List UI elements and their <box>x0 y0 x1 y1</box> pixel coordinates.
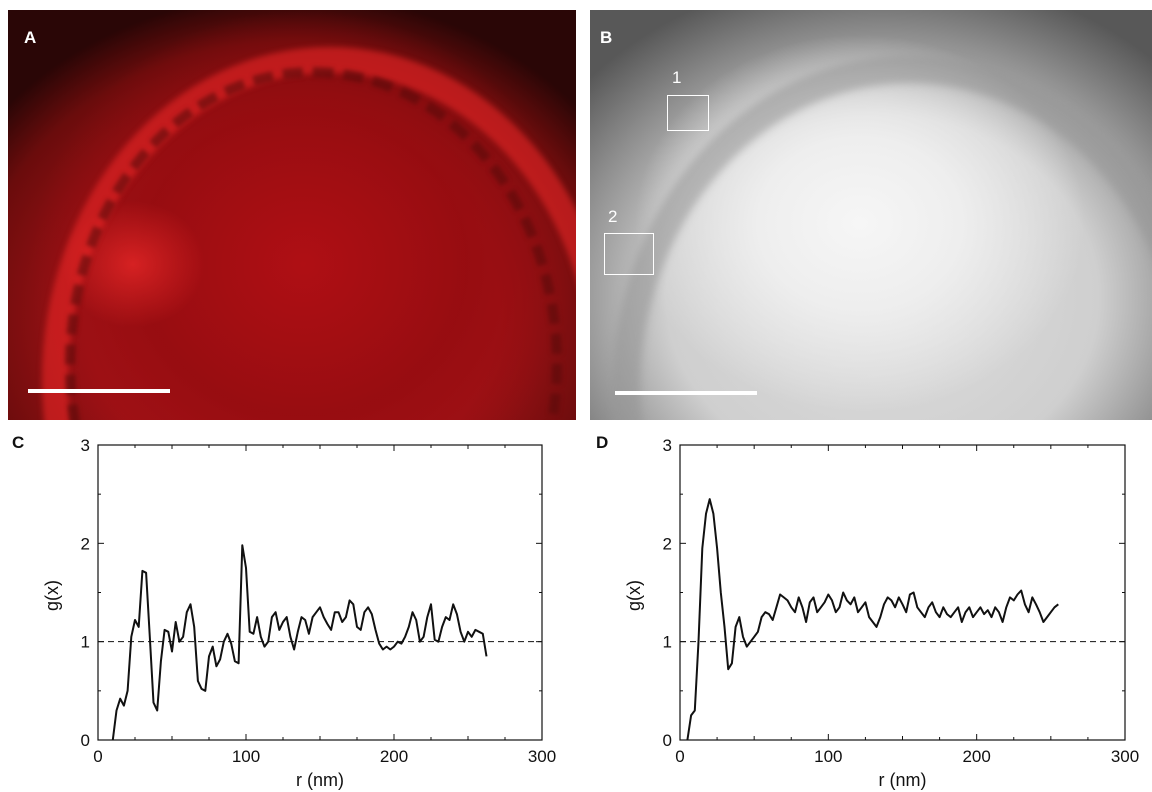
x-axis-label: r (nm) <box>296 770 344 790</box>
panel-label-d: D <box>596 433 609 452</box>
chart-d: 0 100 200 300 0 1 2 3 r (nm) g(x) <box>624 436 1139 790</box>
x-tick-label: 100 <box>232 747 260 766</box>
roi-label-1: 1 <box>672 68 682 87</box>
series-line <box>686 498 1059 741</box>
x-tick-label: 0 <box>93 747 102 766</box>
panel-label-c: C <box>12 433 25 452</box>
y-axis-label: g(x) <box>42 580 62 611</box>
y-tick-label: 3 <box>663 436 672 455</box>
plot-frame <box>679 444 1126 741</box>
chart-c: 0 100 200 300 0 1 2 3 r (nm) g(x) <box>42 436 556 790</box>
y-tick-label: 2 <box>663 534 672 553</box>
series-line <box>111 544 488 741</box>
grayscale-image: B 1 2 <box>590 10 1152 420</box>
roi-box-1 <box>667 95 709 131</box>
y-tick-label: 0 <box>663 731 672 750</box>
y-tick-label: 1 <box>663 633 672 652</box>
scale-bar <box>28 389 170 393</box>
y-tick-label: 1 <box>81 633 90 652</box>
roi-label-2: 2 <box>608 207 618 226</box>
x-tick-label: 100 <box>814 747 842 766</box>
x-tick-label: 0 <box>675 747 684 766</box>
scale-bar <box>615 391 757 395</box>
y-tick-label: 2 <box>81 534 90 553</box>
y-tick-label: 0 <box>81 731 90 750</box>
x-axis-label: r (nm) <box>879 770 927 790</box>
fluorescence-image: A <box>8 10 576 420</box>
x-tick-label: 300 <box>1111 747 1139 766</box>
y-axis-label: g(x) <box>624 580 644 611</box>
x-tick-label: 300 <box>528 747 556 766</box>
panel-label-b: B <box>600 28 613 47</box>
x-tick-label: 200 <box>380 747 408 766</box>
roi-box-2 <box>604 233 654 275</box>
plot-frame <box>97 444 543 741</box>
y-tick-label: 3 <box>81 436 90 455</box>
x-tick-label: 200 <box>962 747 990 766</box>
panel-label-a: A <box>24 28 37 47</box>
